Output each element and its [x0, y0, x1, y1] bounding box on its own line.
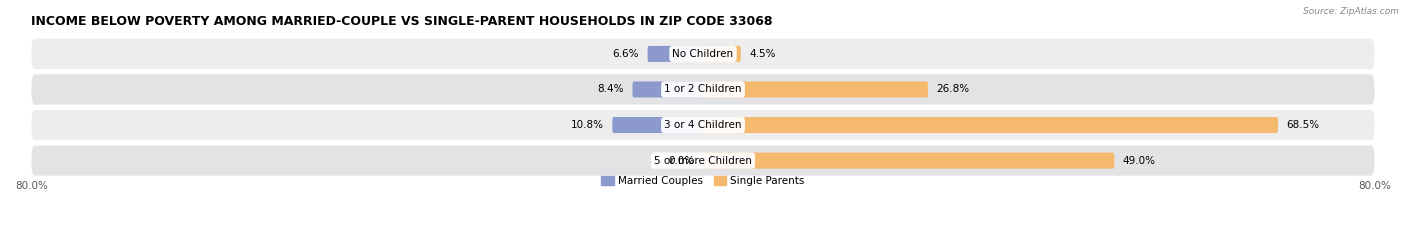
FancyBboxPatch shape [31, 145, 1375, 176]
Text: 6.6%: 6.6% [613, 49, 640, 59]
FancyBboxPatch shape [703, 153, 1115, 169]
Text: 8.4%: 8.4% [598, 84, 624, 94]
Text: INCOME BELOW POVERTY AMONG MARRIED-COUPLE VS SINGLE-PARENT HOUSEHOLDS IN ZIP COD: INCOME BELOW POVERTY AMONG MARRIED-COUPL… [31, 15, 773, 28]
FancyBboxPatch shape [633, 82, 703, 97]
Text: 10.8%: 10.8% [571, 120, 605, 130]
Text: 4.5%: 4.5% [749, 49, 776, 59]
FancyBboxPatch shape [613, 117, 703, 133]
Text: No Children: No Children [672, 49, 734, 59]
FancyBboxPatch shape [648, 46, 703, 62]
Text: 1 or 2 Children: 1 or 2 Children [664, 84, 742, 94]
FancyBboxPatch shape [703, 46, 741, 62]
FancyBboxPatch shape [31, 110, 1375, 140]
Text: Source: ZipAtlas.com: Source: ZipAtlas.com [1303, 7, 1399, 16]
Text: 5 or more Children: 5 or more Children [654, 156, 752, 166]
FancyBboxPatch shape [31, 74, 1375, 105]
Text: 68.5%: 68.5% [1286, 120, 1320, 130]
FancyBboxPatch shape [703, 82, 928, 97]
Legend: Married Couples, Single Parents: Married Couples, Single Parents [598, 172, 808, 190]
FancyBboxPatch shape [703, 117, 1278, 133]
Text: 26.8%: 26.8% [936, 84, 970, 94]
Text: 49.0%: 49.0% [1123, 156, 1156, 166]
FancyBboxPatch shape [31, 39, 1375, 69]
Text: 3 or 4 Children: 3 or 4 Children [664, 120, 742, 130]
Text: 0.0%: 0.0% [668, 156, 695, 166]
